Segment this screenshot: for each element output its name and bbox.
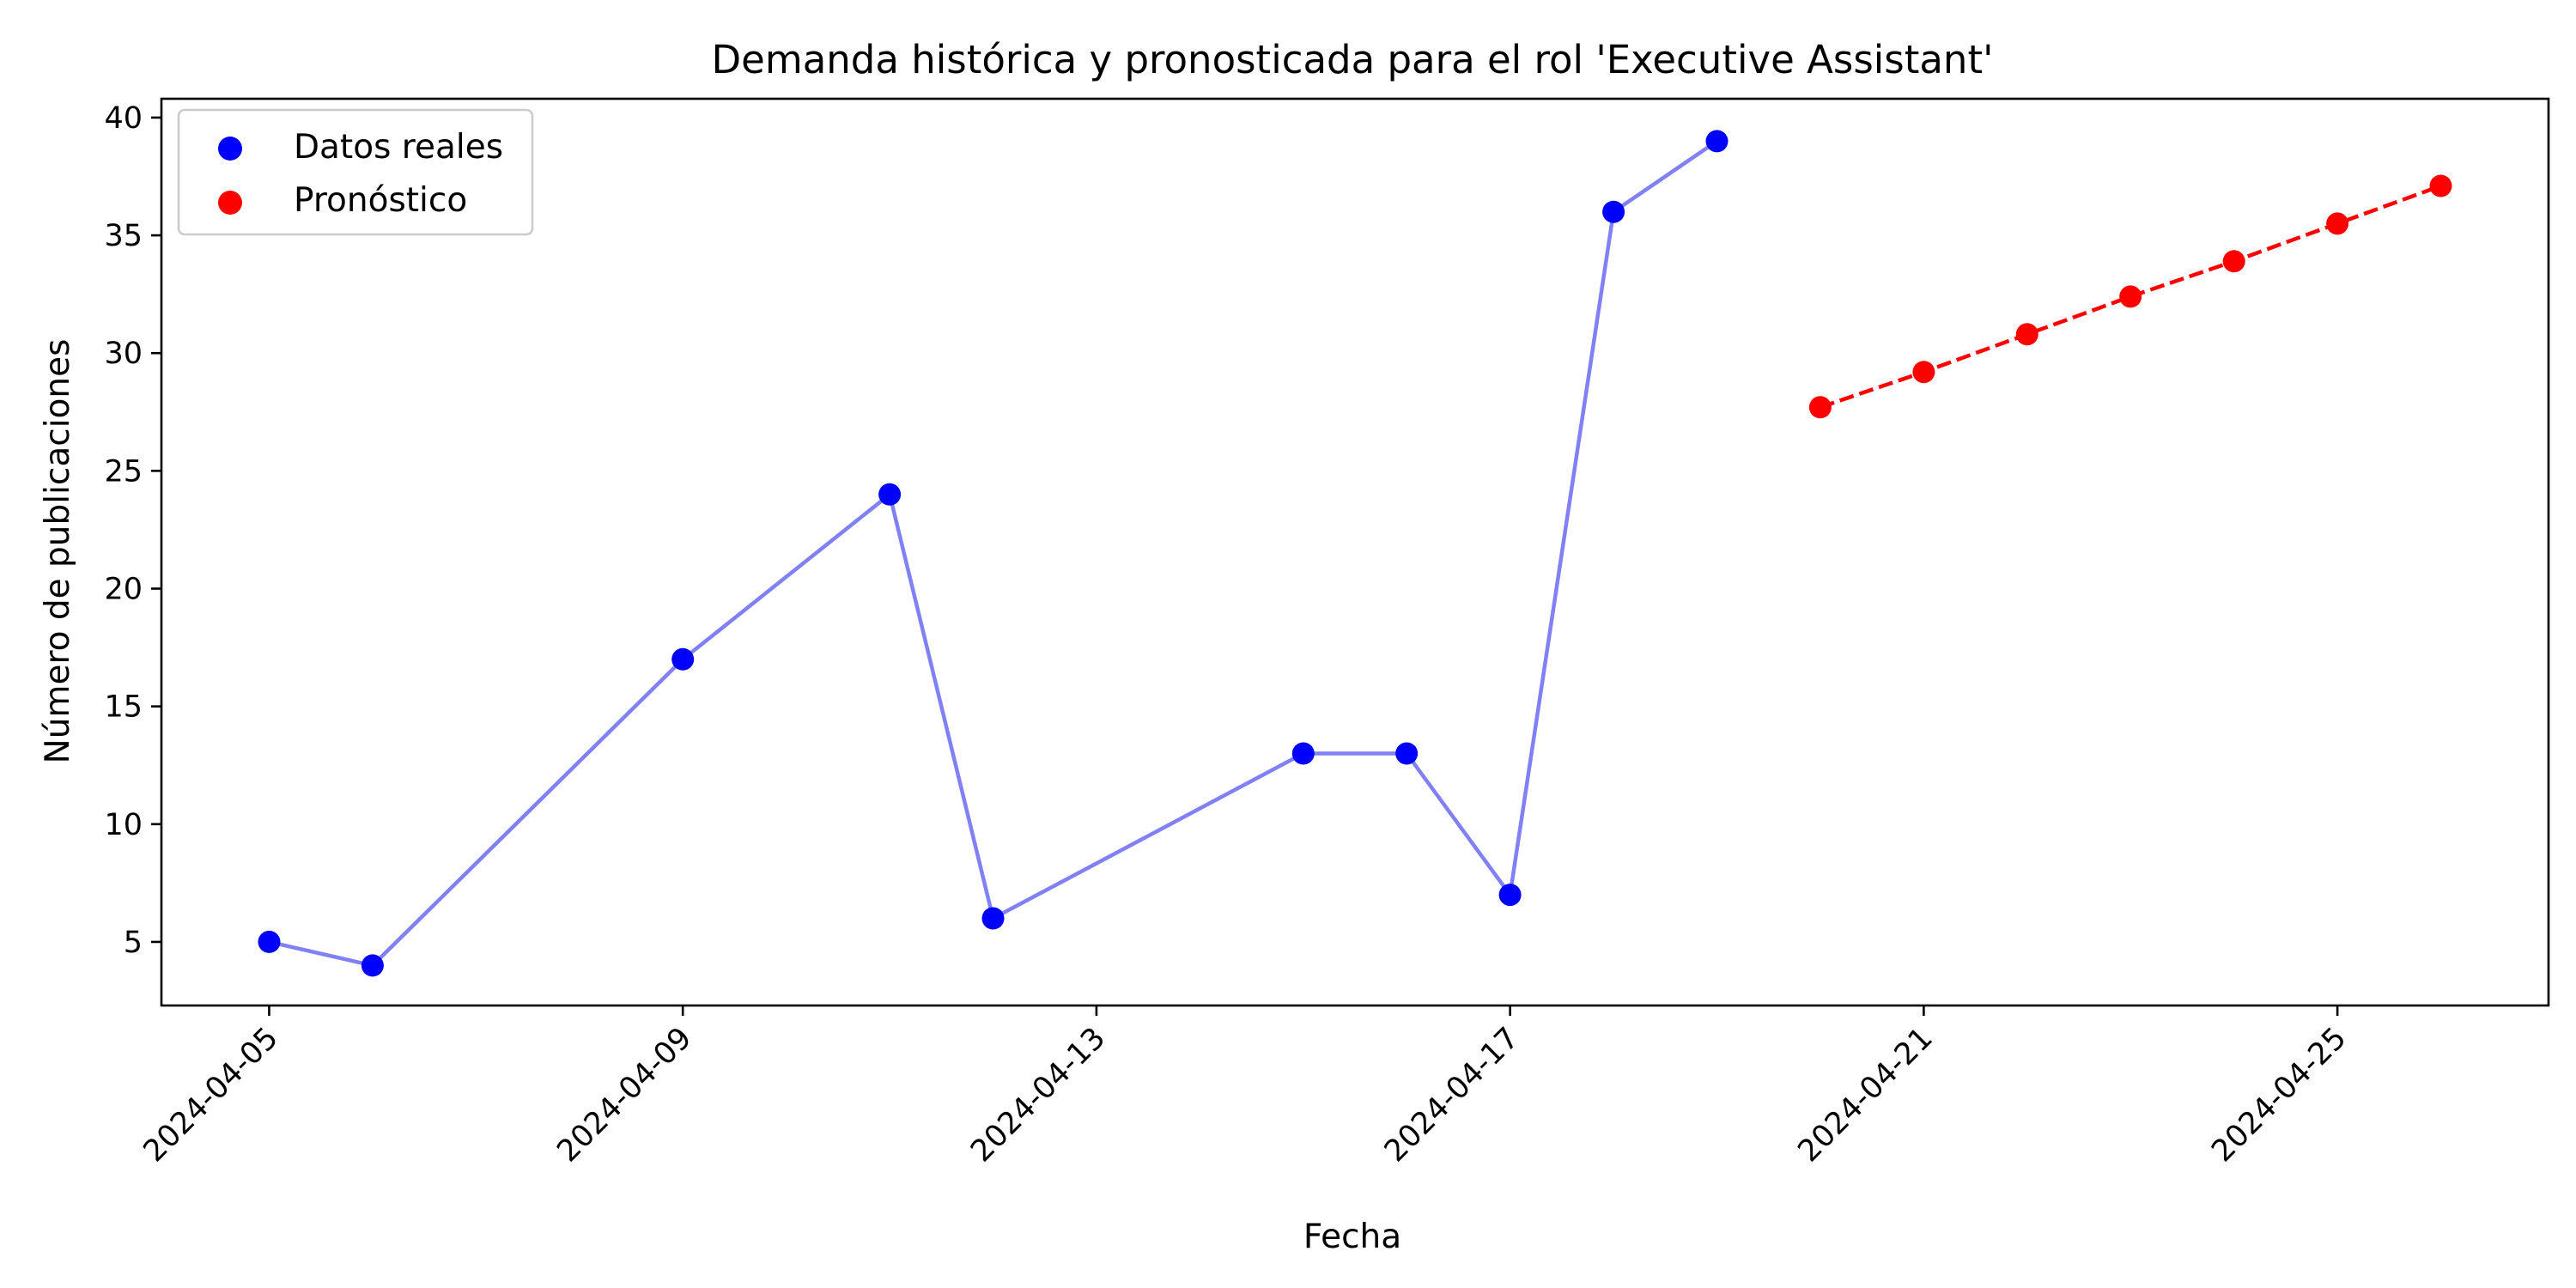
- legend-box: [177, 108, 534, 236]
- data-point-pronostico: [2119, 285, 2142, 308]
- y-tick-label: 25: [104, 454, 143, 489]
- data-point-datos-reales: [981, 907, 1005, 930]
- data-point-pronostico: [2222, 250, 2245, 273]
- series-markers: [258, 130, 2452, 977]
- data-point-pronostico: [1808, 396, 1832, 419]
- series-line-datos-reales: [268, 139, 1718, 968]
- y-tick-label: 35: [104, 219, 143, 253]
- y-tick-label: 15: [104, 690, 143, 725]
- data-point-datos-reales: [361, 954, 384, 977]
- y-tick-label: 30: [104, 337, 143, 371]
- legend: Datos reales Pronóstico: [177, 108, 534, 236]
- data-point-pronostico: [1912, 361, 1935, 384]
- data-point-datos-reales: [671, 647, 695, 671]
- y-tick-label: 5: [124, 926, 143, 960]
- chart-title: Demanda histórica y pronosticada para el…: [712, 37, 1994, 82]
- data-point-datos-reales: [878, 483, 902, 506]
- y-tick-label: 40: [104, 101, 143, 136]
- legend-marker-pronostico: [218, 191, 242, 215]
- y-tick-label: 20: [104, 573, 143, 607]
- y-tick-label: 10: [104, 808, 143, 842]
- data-point-datos-reales: [1498, 884, 1522, 907]
- y-axis-label: Número de publicaciones: [39, 339, 77, 764]
- y-axis: 5 10 15 20 25 30 35 40: [104, 101, 161, 960]
- x-axis-label: Fecha: [1303, 1218, 1401, 1256]
- data-point-datos-reales: [1705, 130, 1728, 153]
- data-point-pronostico: [2326, 212, 2349, 235]
- plot-frame: [160, 97, 2550, 1007]
- data-point-pronostico: [2015, 323, 2038, 346]
- legend-label-datos-reales: Datos reales: [294, 128, 503, 167]
- data-point-datos-reales: [258, 930, 281, 953]
- plot-area: [161, 99, 2549, 1005]
- data-point-datos-reales: [1291, 742, 1315, 765]
- legend-marker-datos-reales: [218, 137, 242, 161]
- data-point-pronostico: [2429, 174, 2452, 197]
- data-point-datos-reales: [1602, 200, 1625, 223]
- legend-label-pronostico: Pronóstico: [294, 181, 467, 220]
- data-point-datos-reales: [1395, 742, 1419, 765]
